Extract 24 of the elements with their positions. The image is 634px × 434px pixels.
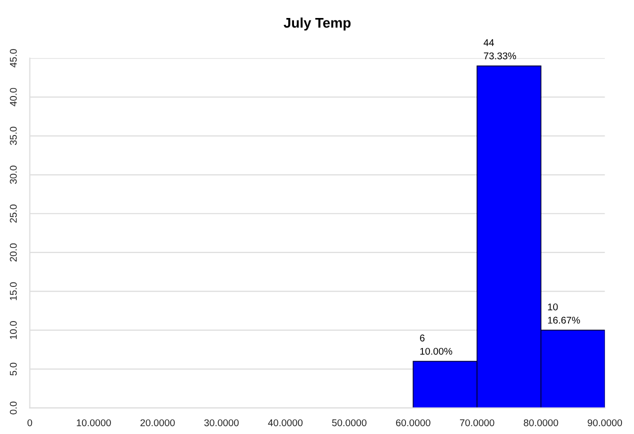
x-tick-label: 50.0000 (332, 419, 366, 426)
y-tick-label: 5.0 (10, 362, 17, 376)
x-tick-label: 30.0000 (204, 419, 239, 426)
y-tick-label: 30.0 (10, 166, 17, 184)
x-tick-label: 70.0000 (460, 419, 494, 426)
data-label: 6 10.00% (420, 334, 452, 355)
y-tick-label: 35.0 (10, 126, 17, 145)
y-tick-label: 20.0 (10, 243, 17, 262)
x-tick-label: 10.0000 (76, 419, 111, 426)
x-tick-label: 20.0000 (140, 419, 175, 426)
x-tick-label: 90.0000 (588, 419, 622, 426)
data-label: 10 16.67% (548, 303, 580, 324)
y-tick-label: 10.0 (10, 321, 17, 339)
y-tick-label: 15.0 (10, 282, 17, 300)
chart-title: July Temp (284, 18, 351, 30)
y-tick-label: 40.0 (10, 88, 17, 106)
y-tick-label: 45.0 (10, 49, 17, 68)
x-tick-label: 40.0000 (268, 419, 303, 426)
data-label: 44 73.33% (484, 39, 516, 60)
y-tick-label: 0.0 (10, 402, 17, 414)
y-tick-label: 25.0 (10, 204, 17, 223)
x-tick-label: 60.0000 (396, 419, 430, 426)
x-tick-label: 80.0000 (524, 419, 558, 426)
x-tick-label: 0 (27, 419, 32, 426)
